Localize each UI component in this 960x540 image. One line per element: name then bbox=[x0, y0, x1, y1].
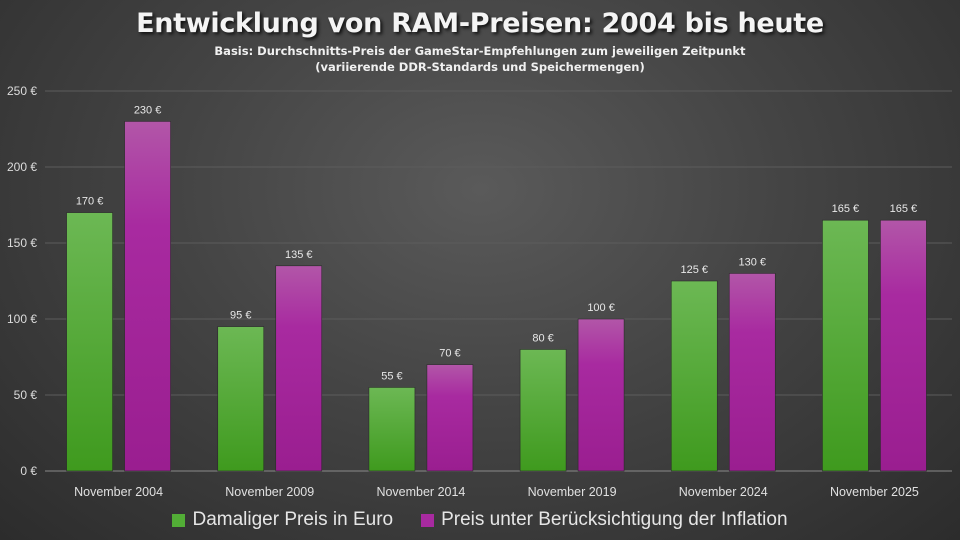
data-label: 130 € bbox=[738, 256, 766, 268]
x-tick-label: November 2004 bbox=[74, 485, 163, 499]
y-tick-label: 100 € bbox=[7, 312, 37, 326]
bar-inflation bbox=[577, 318, 625, 472]
data-label: 165 € bbox=[832, 203, 860, 215]
bar-inflation bbox=[880, 219, 927, 472]
bar-current bbox=[217, 326, 265, 472]
bar-current bbox=[519, 349, 567, 472]
legend-label: Damaliger Preis in Euro bbox=[192, 509, 394, 530]
data-label: 70 € bbox=[439, 348, 460, 360]
data-label: 95 € bbox=[230, 310, 251, 322]
y-tick-label: 150 € bbox=[7, 236, 37, 250]
x-tick-label: November 2019 bbox=[528, 485, 617, 499]
legend-item-inflation-price: Preis unter Berücksichtigung der Inflati… bbox=[421, 509, 788, 531]
bar-inflation bbox=[728, 273, 776, 472]
chart-title: Entwicklung von RAM-Preisen: 2004 bis he… bbox=[136, 8, 824, 39]
data-label: 230 € bbox=[134, 104, 162, 116]
bar-inflation bbox=[124, 121, 171, 472]
data-label: 165 € bbox=[890, 203, 918, 215]
data-label: 135 € bbox=[285, 249, 313, 261]
legend-item-current-price: Damaliger Preis in Euro bbox=[172, 509, 393, 531]
x-tick-label: November 2009 bbox=[225, 485, 314, 499]
bar-current bbox=[66, 212, 113, 472]
chart-subtitle-line-1: Basis: Durchschnitts-Preis der GameStar-… bbox=[214, 44, 746, 58]
data-label: 125 € bbox=[680, 264, 708, 276]
bar-current bbox=[368, 387, 416, 472]
data-label: 55 € bbox=[381, 370, 402, 382]
x-tick-label: November 2024 bbox=[679, 485, 768, 499]
data-label: 80 € bbox=[532, 332, 553, 344]
legend-label: Preis unter Berücksichtigung der Inflati… bbox=[441, 509, 788, 530]
y-tick-label: 0 € bbox=[20, 464, 37, 478]
legend: Damaliger Preis in Euro Preis unter Berü… bbox=[0, 509, 960, 531]
bar-inflation bbox=[275, 265, 323, 472]
bar-inflation bbox=[426, 364, 474, 472]
bar-current bbox=[670, 280, 718, 472]
y-tick-label: 200 € bbox=[7, 160, 37, 174]
legend-swatch-green bbox=[172, 513, 186, 527]
data-label: 170 € bbox=[76, 196, 104, 208]
y-tick-label: 50 € bbox=[14, 388, 38, 402]
data-label: 100 € bbox=[587, 302, 615, 314]
y-tick-label: 250 € bbox=[7, 84, 37, 98]
legend-swatch-magenta bbox=[421, 513, 435, 527]
chart-subtitle-line-2: (variierende DDR-Standards und Speicherm… bbox=[315, 60, 645, 74]
x-tick-label: November 2014 bbox=[376, 485, 465, 499]
x-tick-label: November 2025 bbox=[830, 485, 919, 499]
bar-current bbox=[822, 219, 869, 472]
